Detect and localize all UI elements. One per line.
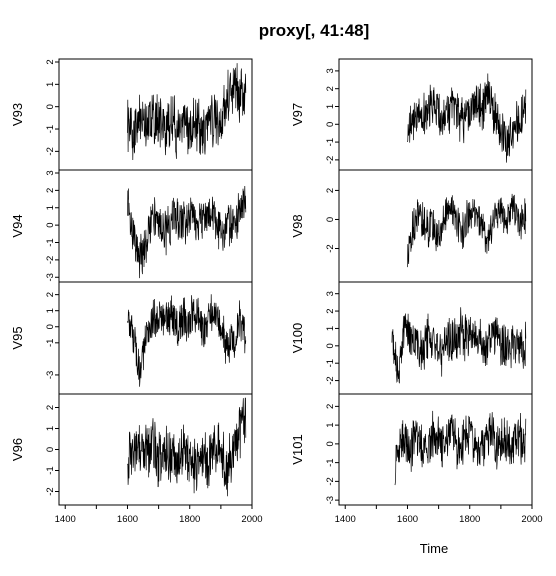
series-label-v94: V94: [10, 214, 25, 237]
x-tick-label: 2000: [521, 514, 542, 525]
y-tick-label: -1: [325, 458, 336, 466]
x-tick-label: 1800: [179, 514, 200, 525]
series-line-v96: [127, 397, 247, 497]
y-tick-label: -2: [325, 477, 336, 485]
y-tick-label: 0: [325, 441, 336, 446]
y-tick-label: 0: [45, 324, 56, 329]
series-label-v100: V100: [290, 323, 305, 353]
series-label-v98: V98: [290, 214, 305, 237]
series-label-v96: V96: [10, 438, 25, 461]
y-tick-label: -2: [325, 156, 336, 164]
y-tick-label: 2: [45, 188, 56, 193]
y-tick-label: -2: [45, 147, 56, 155]
y-tick-label: 0: [325, 217, 336, 222]
y-tick-label: -2: [325, 244, 336, 252]
series-line-v98: [407, 193, 527, 268]
y-tick-label: 2: [325, 404, 336, 409]
y-tick-label: -3: [45, 273, 56, 281]
y-tick-label: 2: [325, 188, 336, 193]
y-tick-label: -3: [325, 496, 336, 504]
x-tick-label: 1600: [397, 514, 418, 525]
y-tick-label: -1: [325, 359, 336, 367]
x-tick-label: 1600: [117, 514, 138, 525]
y-tick-label: -1: [45, 466, 56, 474]
y-tick-label: 1: [45, 426, 56, 431]
y-tick-label: 1: [325, 104, 336, 109]
series-line-v97: [407, 73, 527, 163]
y-tick-label: 0: [325, 343, 336, 348]
y-tick-label: -3: [45, 371, 56, 379]
y-tick-label: 2: [45, 405, 56, 410]
y-tick-label: 1: [45, 82, 56, 87]
series-line-v93: [127, 63, 247, 161]
y-tick-label: 2: [325, 308, 336, 313]
y-tick-label: -1: [325, 138, 336, 146]
y-tick-label: 0: [325, 122, 336, 127]
series-label-v101: V101: [290, 434, 305, 464]
series-line-v94: [127, 185, 247, 279]
y-tick-label: 3: [45, 170, 56, 175]
y-tick-label: -2: [45, 487, 56, 495]
series-label-v97: V97: [290, 103, 305, 126]
x-tick-label: 1400: [335, 514, 356, 525]
series-line-v95: [127, 294, 247, 387]
y-tick-label: 2: [45, 59, 56, 64]
x-tick-label: 1400: [55, 514, 76, 525]
series-label-v95: V95: [10, 326, 25, 349]
y-tick-label: 1: [325, 326, 336, 331]
y-tick-label: -1: [45, 238, 56, 246]
y-tick-label: 1: [45, 308, 56, 313]
y-tick-label: 2: [45, 292, 56, 297]
x-tick-label: 1800: [459, 514, 480, 525]
y-tick-label: 0: [45, 447, 56, 452]
y-tick-label: -1: [45, 339, 56, 347]
x-tick-label: 2000: [241, 514, 262, 525]
series-line-v101: [394, 410, 527, 486]
y-tick-label: 2: [325, 86, 336, 91]
chart-title: proxy[, 41:48]: [259, 21, 370, 40]
y-tick-label: -1: [45, 125, 56, 133]
x-axis-label: Time: [420, 541, 448, 556]
panels-group: -2 -1 0 1 2 V93 -3 -2 -1 0 1 2 3 V94 -3 -1 0 1 2 V95 -2 -1 0 1 2…: [10, 58, 543, 525]
y-tick-label: 0: [45, 222, 56, 227]
y-tick-label: 0: [45, 104, 56, 109]
y-tick-label: -2: [45, 256, 56, 264]
y-tick-label: 3: [325, 68, 336, 73]
y-tick-label: -2: [325, 376, 336, 384]
y-tick-label: 1: [325, 422, 336, 427]
panel-frame-v98: [338, 169, 533, 283]
y-tick-label: 3: [325, 291, 336, 296]
y-tick-label: 1: [45, 205, 56, 210]
series-label-v93: V93: [10, 103, 25, 126]
series-line-v100: [391, 307, 527, 384]
